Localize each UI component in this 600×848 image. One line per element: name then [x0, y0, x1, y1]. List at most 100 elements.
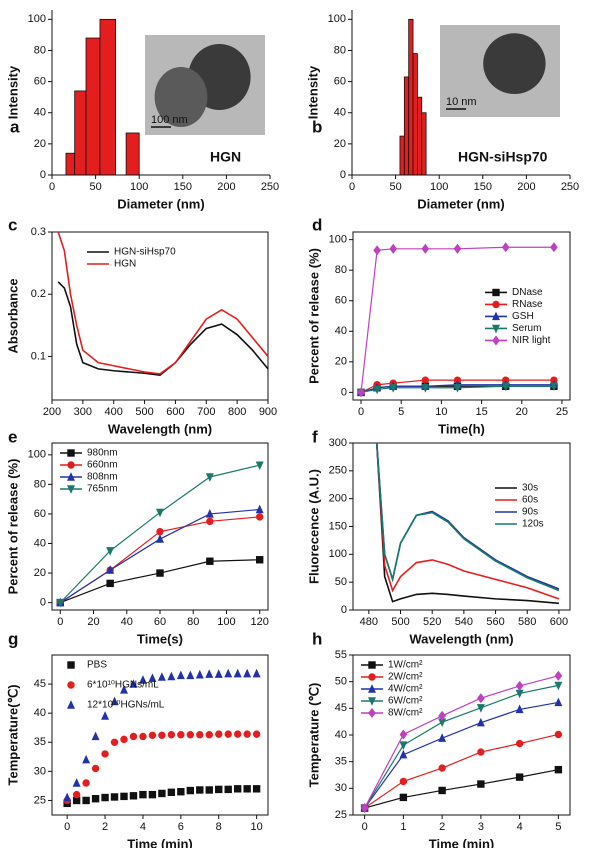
marker	[399, 777, 408, 786]
bar	[408, 18, 414, 176]
marker	[399, 741, 408, 751]
legend-marker	[492, 324, 500, 334]
y-axis-label: Intensity	[305, 65, 320, 119]
x-tick-label: 500	[391, 616, 409, 628]
legend-marker	[368, 673, 376, 681]
marker	[477, 748, 485, 756]
y-axis-label: Fluorecence (A.U.)	[306, 469, 321, 584]
legend-label: 6W/cm²	[388, 696, 423, 707]
marker	[205, 509, 214, 518]
x-tick-label: 80	[187, 616, 199, 628]
marker	[515, 704, 524, 714]
x-tick-label: 150	[174, 181, 192, 193]
marker	[554, 765, 563, 774]
x-tick-label: 10	[251, 821, 263, 833]
legend-marker	[492, 311, 500, 321]
marker	[233, 785, 242, 793]
marker	[399, 793, 408, 802]
y-tick-label: 45	[335, 702, 347, 714]
marker	[158, 789, 166, 798]
panel-letter: a	[10, 117, 20, 136]
panel-letter: d	[312, 215, 322, 234]
legend-marker	[67, 661, 75, 669]
x-tick-label: 300	[74, 406, 92, 418]
marker	[255, 513, 264, 521]
x-tick-label: 600	[166, 406, 184, 418]
y-tick-label: 100	[328, 13, 346, 25]
x-tick-label: 120	[251, 616, 269, 628]
x-tick-label: 5	[555, 821, 561, 833]
legend: PBS 6*10¹⁰HGNs/mL 12*10¹⁰HGNs/mL	[87, 660, 165, 711]
legend-label: 6*10¹⁰HGNs/mL	[87, 680, 159, 691]
legend-marker	[67, 472, 75, 481]
y-tick-label: 80	[34, 478, 46, 490]
bar	[421, 112, 427, 176]
marker	[177, 731, 185, 739]
legend-label: 90s	[522, 507, 538, 518]
plot-frame	[352, 231, 571, 401]
y-tick-label: 40	[335, 729, 347, 741]
marker	[255, 556, 264, 564]
marker	[177, 788, 185, 796]
legend-marker	[492, 335, 500, 346]
marker	[515, 680, 524, 691]
marker	[63, 792, 72, 802]
bar	[99, 18, 117, 176]
marker	[501, 382, 510, 392]
y-tick-label: 40	[335, 325, 347, 337]
marker	[82, 796, 90, 805]
marker	[148, 790, 157, 799]
x-tick-label: 500	[135, 406, 153, 418]
y-tick-label: 60	[335, 295, 347, 307]
x-tick-label: 4	[140, 821, 146, 833]
x-tick-label: 250	[261, 181, 279, 193]
legend-marker	[492, 288, 500, 297]
x-tick-label: 20	[87, 616, 99, 628]
series-line	[60, 559, 260, 604]
marker	[186, 731, 195, 739]
x-tick-label: 400	[105, 406, 123, 418]
y-tick-label: 0.1	[31, 350, 46, 362]
x-tick-label: 800	[228, 406, 246, 418]
marker	[453, 384, 462, 393]
legend-label: PBS	[87, 660, 107, 671]
y-tick-label: 300	[329, 437, 347, 449]
legend-label: HGN	[114, 259, 136, 270]
legend-marker	[67, 449, 75, 457]
marker	[176, 670, 185, 680]
marker	[373, 245, 381, 256]
y-axis-label: Intensity	[5, 65, 20, 119]
marker	[224, 785, 232, 794]
y-tick-label: 20	[335, 356, 347, 368]
x-tick-label: 60	[154, 616, 166, 628]
legend-label: 2W/cm²	[388, 672, 423, 683]
x-tick-label: 5	[398, 406, 404, 418]
panel-letter: e	[8, 427, 17, 446]
marker	[129, 679, 138, 688]
legend-label: GSH	[512, 311, 534, 322]
annotation: HGN	[210, 149, 241, 165]
y-axis-label: Temperature(℃)	[5, 684, 20, 785]
x-axis-label: Time (min)	[429, 836, 495, 848]
legend-label: 8W/cm²	[388, 708, 423, 719]
x-tick-label: 25	[556, 406, 568, 418]
marker	[214, 669, 223, 678]
marker	[243, 668, 252, 678]
marker	[157, 672, 166, 681]
y-axis-label: Percent of release (%)	[306, 248, 321, 384]
marker	[554, 670, 563, 681]
y-tick-label: 200	[329, 493, 347, 505]
marker	[476, 717, 485, 727]
marker	[167, 671, 176, 681]
x-tick-label: 15	[475, 406, 487, 418]
y-tick-label: 60	[334, 76, 346, 88]
marker	[138, 675, 147, 684]
y-tick-label: 80	[334, 44, 346, 56]
marker	[56, 598, 65, 608]
marker	[82, 779, 90, 787]
x-axis-label: Time(s)	[137, 631, 183, 646]
x-tick-label: 0	[49, 181, 55, 193]
